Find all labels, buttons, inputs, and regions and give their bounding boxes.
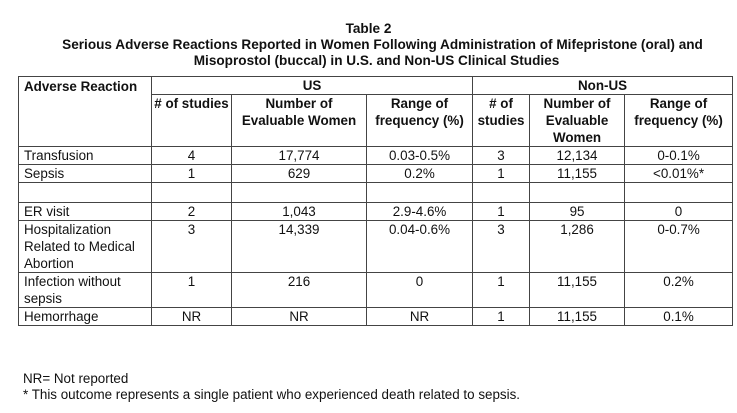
blank-cell bbox=[472, 182, 531, 203]
adverse-reactions-table: Adverse Reaction US Non-US # of studies … bbox=[18, 76, 734, 326]
blank-cell bbox=[151, 182, 232, 203]
table-title-line-2: Misoprostol (buccal) in U.S. and Non-US … bbox=[193, 53, 560, 68]
us-women-cell: 17,774 bbox=[231, 146, 367, 165]
table-row: Hospitalization Related to Medical Abort… bbox=[18, 220, 734, 273]
us-range-cell: 0 bbox=[365, 272, 474, 308]
us-studies-cell: 4 bbox=[151, 146, 232, 165]
table-row: ER visit 2 1,043 2.9-4.6% 1 95 0 bbox=[18, 202, 734, 221]
us-women-cell: 216 bbox=[231, 272, 367, 308]
header-group-us: US bbox=[150, 76, 474, 95]
header-us-studies: # of studies bbox=[151, 94, 232, 147]
us-studies-cell: NR bbox=[151, 307, 232, 326]
us-women-cell: NR bbox=[231, 307, 367, 326]
non-us-range-cell: 0.2% bbox=[624, 272, 734, 308]
table-number: Table 2 bbox=[345, 21, 392, 36]
reaction-label: Infection without sepsis bbox=[18, 272, 152, 308]
reaction-label: Sepsis bbox=[18, 164, 152, 183]
footnote-nr: NR= Not reported bbox=[23, 371, 129, 386]
blank-cell bbox=[529, 182, 626, 203]
header-group-non-us: Non-US bbox=[472, 76, 734, 95]
non-us-studies-cell: 1 bbox=[472, 202, 531, 221]
header-row-groups: Adverse Reaction US Non-US bbox=[18, 76, 734, 147]
table-caption: Table 2 Serious Adverse Reactions Report… bbox=[0, 21, 737, 69]
us-range-cell: 0.04-0.6% bbox=[365, 220, 474, 273]
header-non-us-evaluable: Number of Evaluable Women bbox=[529, 94, 626, 147]
reaction-label: Transfusion bbox=[18, 146, 152, 165]
table-row: Hemorrhage NR NR NR 1 11,155 0.1% bbox=[18, 307, 734, 326]
us-studies-cell: 1 bbox=[151, 272, 232, 308]
table-row: Transfusion 4 17,774 0.03-0.5% 3 12,134 … bbox=[18, 146, 734, 165]
table-row: Infection without sepsis 1 216 0 1 11,15… bbox=[18, 272, 734, 308]
non-us-women-cell: 11,155 bbox=[529, 164, 626, 183]
non-us-studies-cell: 1 bbox=[472, 307, 531, 326]
header-us-evaluable: Number of Evaluable Women bbox=[231, 94, 367, 147]
header-adverse-reaction: Adverse Reaction bbox=[18, 76, 152, 147]
table-title-line-1: Serious Adverse Reactions Reported in Wo… bbox=[62, 37, 703, 52]
blank-cell bbox=[231, 182, 367, 203]
non-us-range-cell: 0.1% bbox=[624, 307, 734, 326]
non-us-women-cell: 1,286 bbox=[529, 220, 626, 273]
non-us-range-cell: 0 bbox=[624, 202, 734, 221]
reaction-label: Hospitalization Related to Medical Abort… bbox=[18, 220, 152, 273]
us-women-cell: 14,339 bbox=[231, 220, 367, 273]
header-non-us-range: Range of frequency (%) bbox=[624, 94, 734, 147]
non-us-studies-cell: 3 bbox=[472, 220, 531, 273]
non-us-range-cell: <0.01%* bbox=[624, 164, 734, 183]
non-us-studies-cell: 3 bbox=[472, 146, 531, 165]
header-us-range: Range of frequency (%) bbox=[365, 94, 474, 147]
reaction-label: Hemorrhage bbox=[18, 307, 152, 326]
us-range-cell: 0.2% bbox=[365, 164, 474, 183]
us-range-cell: 2.9-4.6% bbox=[365, 202, 474, 221]
non-us-women-cell: 12,134 bbox=[529, 146, 626, 165]
non-us-range-cell: 0-0.1% bbox=[624, 146, 734, 165]
blank-cell bbox=[365, 182, 474, 203]
us-studies-cell: 2 bbox=[151, 202, 232, 221]
reaction-label: ER visit bbox=[18, 202, 152, 221]
non-us-women-cell: 11,155 bbox=[529, 272, 626, 308]
non-us-women-cell: 11,155 bbox=[529, 307, 626, 326]
us-studies-cell: 1 bbox=[151, 164, 232, 183]
us-women-cell: 1,043 bbox=[231, 202, 367, 221]
non-us-women-cell: 95 bbox=[529, 202, 626, 221]
table-row: Sepsis 1 629 0.2% 1 11,155 <0.01%* bbox=[18, 164, 734, 183]
us-women-cell: 629 bbox=[231, 164, 367, 183]
us-range-cell: NR bbox=[365, 307, 474, 326]
non-us-studies-cell: 1 bbox=[472, 164, 531, 183]
non-us-studies-cell: 1 bbox=[472, 272, 531, 308]
blank-row bbox=[18, 182, 734, 203]
header-non-us-studies: # of studies bbox=[472, 94, 531, 147]
blank-cell bbox=[18, 182, 152, 203]
blank-cell bbox=[624, 182, 734, 203]
us-studies-cell: 3 bbox=[151, 220, 232, 273]
footnote-asterisk: * This outcome represents a single patie… bbox=[23, 387, 520, 402]
non-us-range-cell: 0-0.7% bbox=[624, 220, 734, 273]
us-range-cell: 0.03-0.5% bbox=[365, 146, 474, 165]
header-row-columns: # of studies Number of Evaluable Women R… bbox=[19, 94, 734, 147]
